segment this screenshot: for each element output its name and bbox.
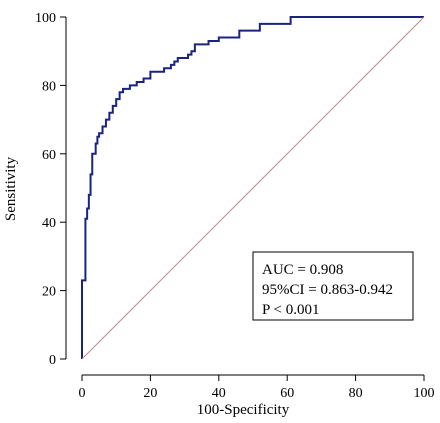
y-tick-label: 100	[35, 11, 56, 26]
x-tick-label: 0	[79, 386, 86, 401]
x-tick-label: 80	[349, 386, 363, 401]
p-value-label: P < 0.001	[262, 302, 320, 318]
x-tick-label: 40	[212, 386, 226, 401]
ci-label: 95%CI = 0.863-0.942	[262, 282, 393, 298]
y-axis-title: Sensitivity	[3, 156, 19, 221]
y-tick-label: 40	[42, 216, 56, 231]
x-axis-title: 100-Specificity	[197, 402, 290, 418]
legend-box: AUC = 0.908 95%CI = 0.863-0.942 P < 0.00…	[252, 251, 414, 321]
x-tick-label: 60	[280, 386, 294, 401]
y-tick-label: 80	[42, 79, 56, 94]
y-tick-label: 0	[49, 353, 56, 368]
x-tick-label: 20	[143, 386, 157, 401]
reference-diagonal-line	[81, 16, 425, 360]
series	[81, 16, 425, 360]
axes	[65, 17, 424, 376]
roc-curve	[81, 16, 424, 359]
auc-label: AUC = 0.908	[262, 262, 343, 278]
y-tick-label: 20	[42, 285, 56, 300]
x-tick-label: 100	[414, 386, 435, 401]
legend-frame	[252, 251, 414, 321]
ticks: 0 20 40 60 80 100 0 20 40 60 80 100	[35, 11, 435, 401]
y-tick-label: 60	[42, 148, 56, 163]
